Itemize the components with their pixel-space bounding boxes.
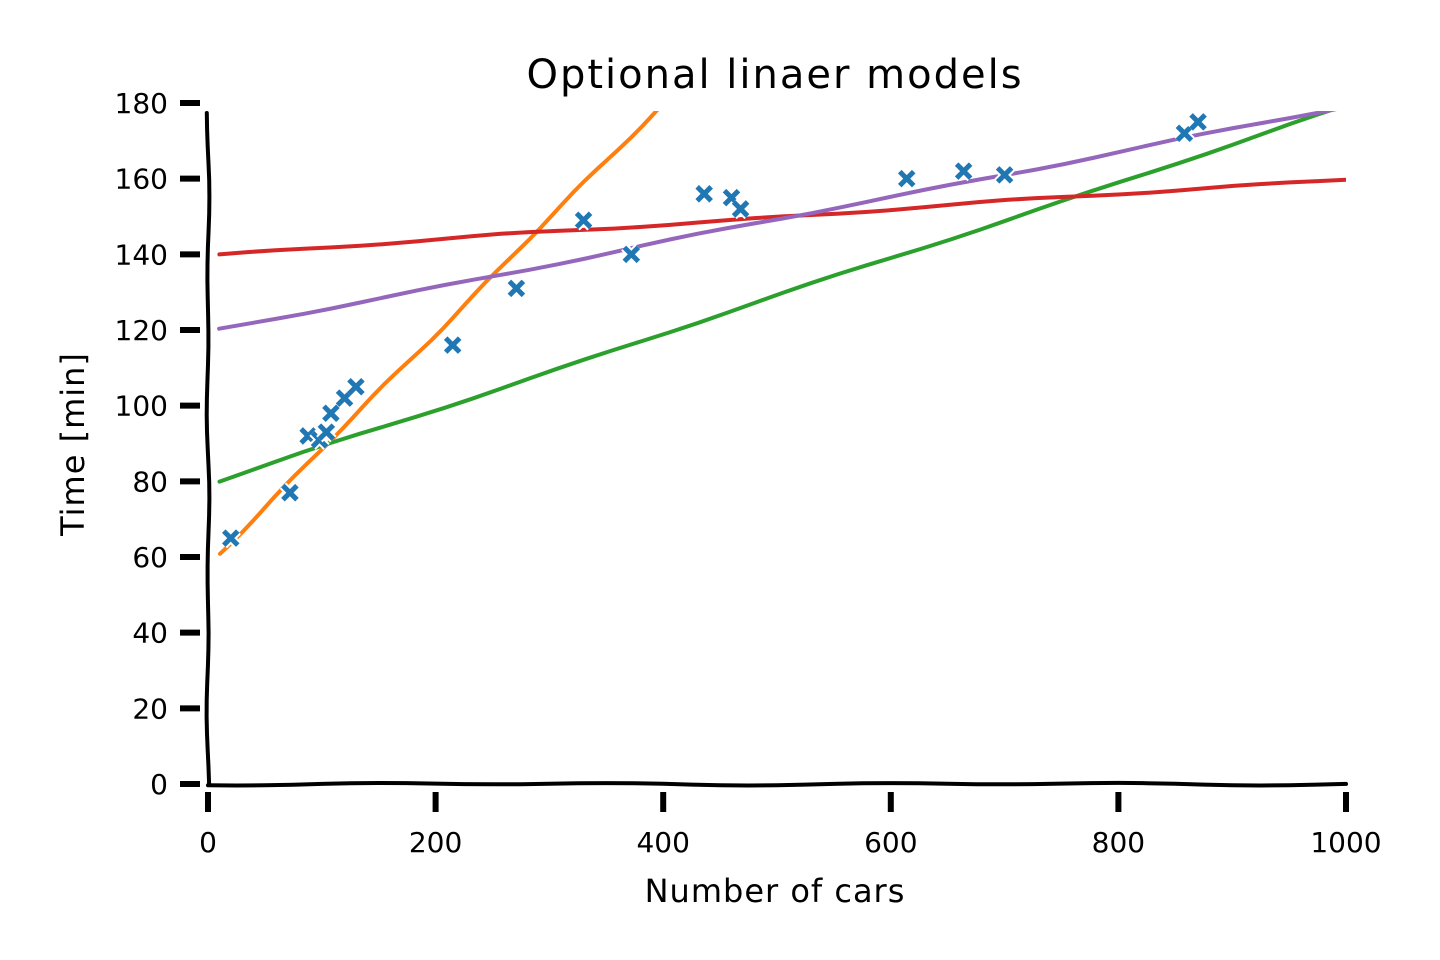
data-point-marker <box>693 183 715 204</box>
data-point-marker <box>994 164 1015 186</box>
data-point-marker <box>345 376 367 397</box>
purple-model-line <box>217 111 1337 331</box>
x-tick-label: 200 <box>409 826 462 859</box>
x-tick-label: 600 <box>864 826 917 859</box>
x-axis-label: Number of cars <box>645 872 906 910</box>
y-axis-line <box>204 111 212 786</box>
y-tick-label: 100 <box>115 390 168 423</box>
data-point-marker <box>730 198 751 220</box>
data-point-marker <box>1187 111 1209 133</box>
y-tick-label: 180 <box>115 87 168 120</box>
data-point-marker <box>316 421 337 443</box>
data-point-marker <box>442 334 463 356</box>
y-tick-label: 60 <box>132 541 168 574</box>
x-tick-label: 0 <box>199 826 217 859</box>
data-point-marker <box>573 210 594 231</box>
x-axis-line <box>206 780 1348 788</box>
series-group <box>217 111 1346 556</box>
x-tick-label: 1000 <box>1310 826 1381 859</box>
data-point-marker <box>1174 123 1195 144</box>
y-tick-label: 0 <box>150 768 168 801</box>
scatter-points <box>220 111 1209 549</box>
y-axis-label: Time [min] <box>54 352 92 537</box>
data-point-marker <box>506 278 527 299</box>
y-tick-label: 160 <box>115 163 168 196</box>
y-tick-label: 80 <box>132 465 168 498</box>
orange-model-line <box>218 111 660 556</box>
y-tick-label: 40 <box>132 617 168 650</box>
data-point-marker <box>220 527 241 549</box>
red-model-line <box>217 177 1346 257</box>
y-tick-label: 140 <box>115 238 168 271</box>
x-tick-label: 800 <box>1092 826 1145 859</box>
data-point-marker <box>279 482 301 503</box>
x-tick-label: 400 <box>636 826 689 859</box>
axes: 0 20 40 60 80 100 120 140 160 180 0 200 400 600 800 100… <box>115 87 1382 859</box>
data-point-marker <box>320 403 342 424</box>
data-point-marker <box>953 160 974 182</box>
data-point-marker <box>896 168 917 189</box>
y-tick-label: 120 <box>115 314 168 347</box>
y-tick-label: 20 <box>132 692 168 725</box>
chart-title: Optional linaer models <box>526 52 1023 98</box>
data-point-marker <box>621 244 642 265</box>
green-model-line <box>217 111 1335 484</box>
